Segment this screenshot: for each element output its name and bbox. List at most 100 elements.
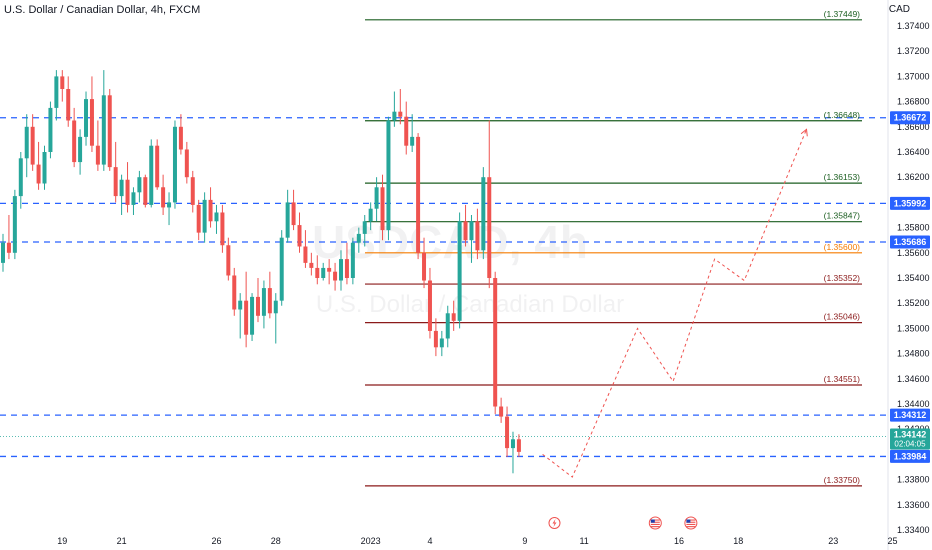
candle-body — [386, 120, 391, 231]
price-tick-label: 1.37000 — [897, 71, 930, 81]
candle — [12, 189, 17, 260]
candle — [505, 406, 510, 457]
candle-body — [84, 99, 89, 137]
candle-body — [226, 245, 231, 276]
candle-body — [113, 167, 118, 197]
candle — [36, 141, 41, 190]
event-circle — [648, 516, 662, 530]
candle-body — [350, 242, 355, 278]
candle-body — [155, 145, 160, 188]
candle — [451, 300, 456, 331]
level-price-tag: 1.35992 — [890, 196, 930, 210]
candle-body — [107, 95, 112, 168]
candle — [1, 233, 5, 272]
candle — [72, 107, 77, 168]
candle — [445, 305, 450, 348]
lightning-event-icon[interactable] — [548, 517, 561, 529]
candle-body — [54, 76, 59, 108]
last-price-tag-bg — [890, 428, 930, 450]
candle-body — [380, 187, 385, 231]
candle — [356, 227, 361, 253]
price-tick-label: 1.35400 — [897, 273, 930, 283]
candle-body — [261, 288, 266, 316]
candle — [232, 267, 237, 316]
projection-line — [542, 129, 807, 478]
candle — [30, 114, 35, 171]
candle-body — [190, 177, 195, 205]
candle — [510, 431, 515, 474]
candle-body — [279, 237, 284, 301]
price-tick-label: 1.35600 — [897, 248, 930, 258]
candle-body — [493, 278, 498, 407]
candle — [54, 70, 59, 121]
candle — [238, 293, 243, 339]
level-price-tag: 1.35686 — [890, 235, 930, 249]
us-flag-event-icon[interactable] — [648, 516, 662, 530]
candle-body — [137, 177, 142, 193]
fib-level-label: (1.36153) — [824, 172, 861, 182]
candle-body — [356, 233, 361, 243]
candle-body — [344, 259, 349, 278]
candle-body — [220, 212, 225, 246]
candle — [24, 114, 29, 178]
candle — [469, 215, 474, 263]
flag-stripe — [650, 526, 660, 528]
candle-body — [255, 296, 260, 316]
fib-level-label: (1.35600) — [824, 242, 861, 252]
candle-body — [267, 288, 272, 314]
candle — [493, 271, 498, 415]
time-axis[interactable]: 19 21 26 28 2023 4 9 11 16 18 23 25 — [57, 536, 897, 546]
candle — [18, 152, 23, 209]
candle-body — [250, 296, 255, 335]
candle-body — [339, 259, 344, 281]
candle-body — [143, 177, 148, 205]
flag-canton — [686, 519, 691, 523]
candle — [208, 187, 213, 228]
candle-body — [422, 252, 427, 281]
event-markers[interactable] — [548, 516, 698, 530]
candle — [202, 192, 207, 243]
candle — [321, 262, 326, 281]
candle-body — [475, 221, 480, 251]
candle-body — [297, 225, 302, 247]
time-tick-label: 4 — [427, 536, 432, 546]
candle — [255, 278, 260, 323]
candle-body — [12, 196, 17, 253]
candle — [344, 242, 349, 285]
candle — [66, 76, 71, 127]
candle — [457, 212, 462, 329]
currency-label: CAD — [888, 4, 910, 15]
candle-body — [208, 199, 213, 222]
candle — [410, 114, 415, 152]
price-tick-label: 1.35800 — [897, 223, 930, 233]
candle-body — [481, 177, 486, 251]
last-price-value: 1.34142 — [894, 430, 927, 440]
candle — [137, 170, 142, 203]
price-axis[interactable]: 1.37400 1.37200 1.37000 1.36800 1.36600 1.364… — [887, 0, 930, 550]
candle — [404, 101, 409, 155]
time-tick-label: 9 — [522, 536, 527, 546]
event-circle — [684, 516, 698, 530]
candle-body — [445, 313, 450, 339]
price-tick-label: 1.34400 — [897, 399, 930, 409]
candle-body — [238, 300, 243, 310]
fib-level-label: (1.34551) — [824, 374, 861, 384]
candle — [368, 202, 373, 231]
candle-body — [368, 208, 373, 222]
fib-level-label: (1.33750) — [824, 475, 861, 485]
candle — [279, 230, 284, 306]
flag-stripe — [686, 521, 696, 523]
candle — [107, 89, 112, 171]
candle-body — [6, 242, 11, 253]
candle-body — [60, 76, 65, 89]
candle — [516, 434, 521, 457]
candle-body — [315, 267, 320, 278]
candle — [95, 120, 100, 171]
price-tick-label: 1.36800 — [897, 97, 930, 107]
candle-body — [457, 221, 462, 321]
us-flag-event-icon[interactable] — [684, 516, 698, 530]
candle — [327, 259, 332, 285]
flag-stripe — [650, 519, 660, 521]
candle — [119, 174, 124, 215]
